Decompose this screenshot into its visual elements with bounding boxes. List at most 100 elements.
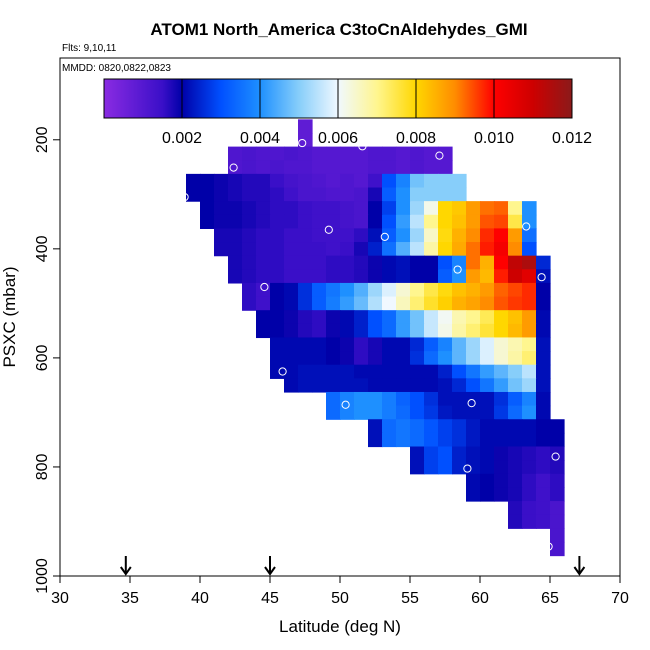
arrow-marker [264,556,276,576]
heatmap-cell [228,201,243,216]
heatmap-cell [494,323,509,339]
observation-points [180,138,566,551]
heatmap-cell [396,160,411,175]
dates-note: MMDD: 0820,0822,0823 [62,63,171,74]
heatmap-cell [508,364,523,379]
heatmap-cell [452,351,467,366]
observation-point [557,222,566,231]
heatmap-cell [550,528,565,543]
observation-point [467,399,476,408]
x-tick-label: 65 [541,590,559,607]
heatmap-cell [536,351,551,366]
heatmap-cell [368,242,383,257]
heatmap-cell [410,432,425,448]
heatmap-cell [550,460,565,475]
heatmap-cell [214,187,229,202]
heatmap-cell [536,419,551,434]
heatmap-cell [270,337,285,352]
heatmap-cell [354,146,369,161]
heatmap-cell [522,378,537,393]
heatmap-cell [382,201,397,216]
heatmap-cell [466,282,481,298]
heatmap-cell [480,391,495,407]
heatmap-cell [340,187,355,202]
heatmap-cell [494,405,509,420]
heatmap-cell [508,201,523,216]
heatmap-cell [368,282,383,298]
heatmap-cell [354,323,369,339]
heatmap-cell [494,255,509,270]
heatmap-cell [242,255,257,270]
heatmap-cell [368,378,383,393]
heatmap-cell [396,364,411,379]
heatmap-cell [382,323,397,339]
heatmap-cell [326,160,341,175]
heatmap-cell [312,173,327,189]
heatmap-cell [256,242,271,257]
heatmap-cell [396,255,411,270]
heatmap-cell [550,487,565,502]
heatmap-cell [298,269,313,284]
heatmap-cell [284,351,299,366]
heatmap-cell [284,337,299,352]
heatmap-cell [186,173,201,189]
heatmap-cell [200,214,215,229]
heatmap-cell [312,296,327,311]
heatmap-cell [494,460,509,475]
heatmap-cell [494,473,509,488]
heatmap-cell [424,187,439,202]
heatmap-cell [368,255,383,270]
heatmap-cell [522,337,537,352]
x-tick-label: 60 [471,590,489,607]
heatmap-cell [340,337,355,352]
heatmap-cell [270,255,285,270]
heatmap-cell [424,405,439,420]
heatmap-cell [522,282,537,298]
heatmap-cell [382,378,397,393]
heatmap-cell [494,391,509,407]
heatmap-cell [410,173,425,189]
heatmap-cell [326,351,341,366]
heatmap-cell [550,501,565,516]
heatmap-cell [284,146,299,161]
heatmap-cell [480,201,495,216]
heatmap-cell [438,296,453,311]
heatmap-cell [494,419,509,434]
heatmap-cell [424,282,439,298]
heatmap-cell [452,419,467,434]
heatmap-cell [200,201,215,216]
heatmap-cell [480,432,495,448]
heatmap-cell [228,146,243,161]
heatmap-cell [438,214,453,229]
heatmap-cell [438,146,453,161]
heatmap-cell [396,242,411,257]
heatmap-cell [508,405,523,420]
heatmap-cell [396,201,411,216]
heatmap-cell [522,228,537,243]
heatmap-cell [298,323,313,339]
heatmap-cell [480,255,495,270]
heatmap-cell [354,391,369,407]
heatmap-cell [340,378,355,393]
heatmap-cell [452,405,467,420]
heatmap-cell [368,201,383,216]
heatmap-cell [354,310,369,325]
heatmap-cell [354,337,369,352]
heatmap-cell [424,364,439,379]
heatmap-cell [256,255,271,270]
heatmap-cell [494,337,509,352]
heatmap-cell [326,310,341,325]
heatmap-cell [298,132,313,148]
heatmap-cell [452,296,467,311]
heatmap-cell [536,364,551,379]
heatmap-cell [382,228,397,243]
heatmap-cell [494,432,509,448]
heatmap-cell [410,187,425,202]
heatmap-cell [382,432,397,448]
heatmap-cell [424,173,439,189]
heatmap-cell [256,173,271,189]
heatmap-cell [284,214,299,229]
heatmap-cell [396,173,411,189]
heatmap-cell [396,378,411,393]
heatmap-cell [382,282,397,298]
